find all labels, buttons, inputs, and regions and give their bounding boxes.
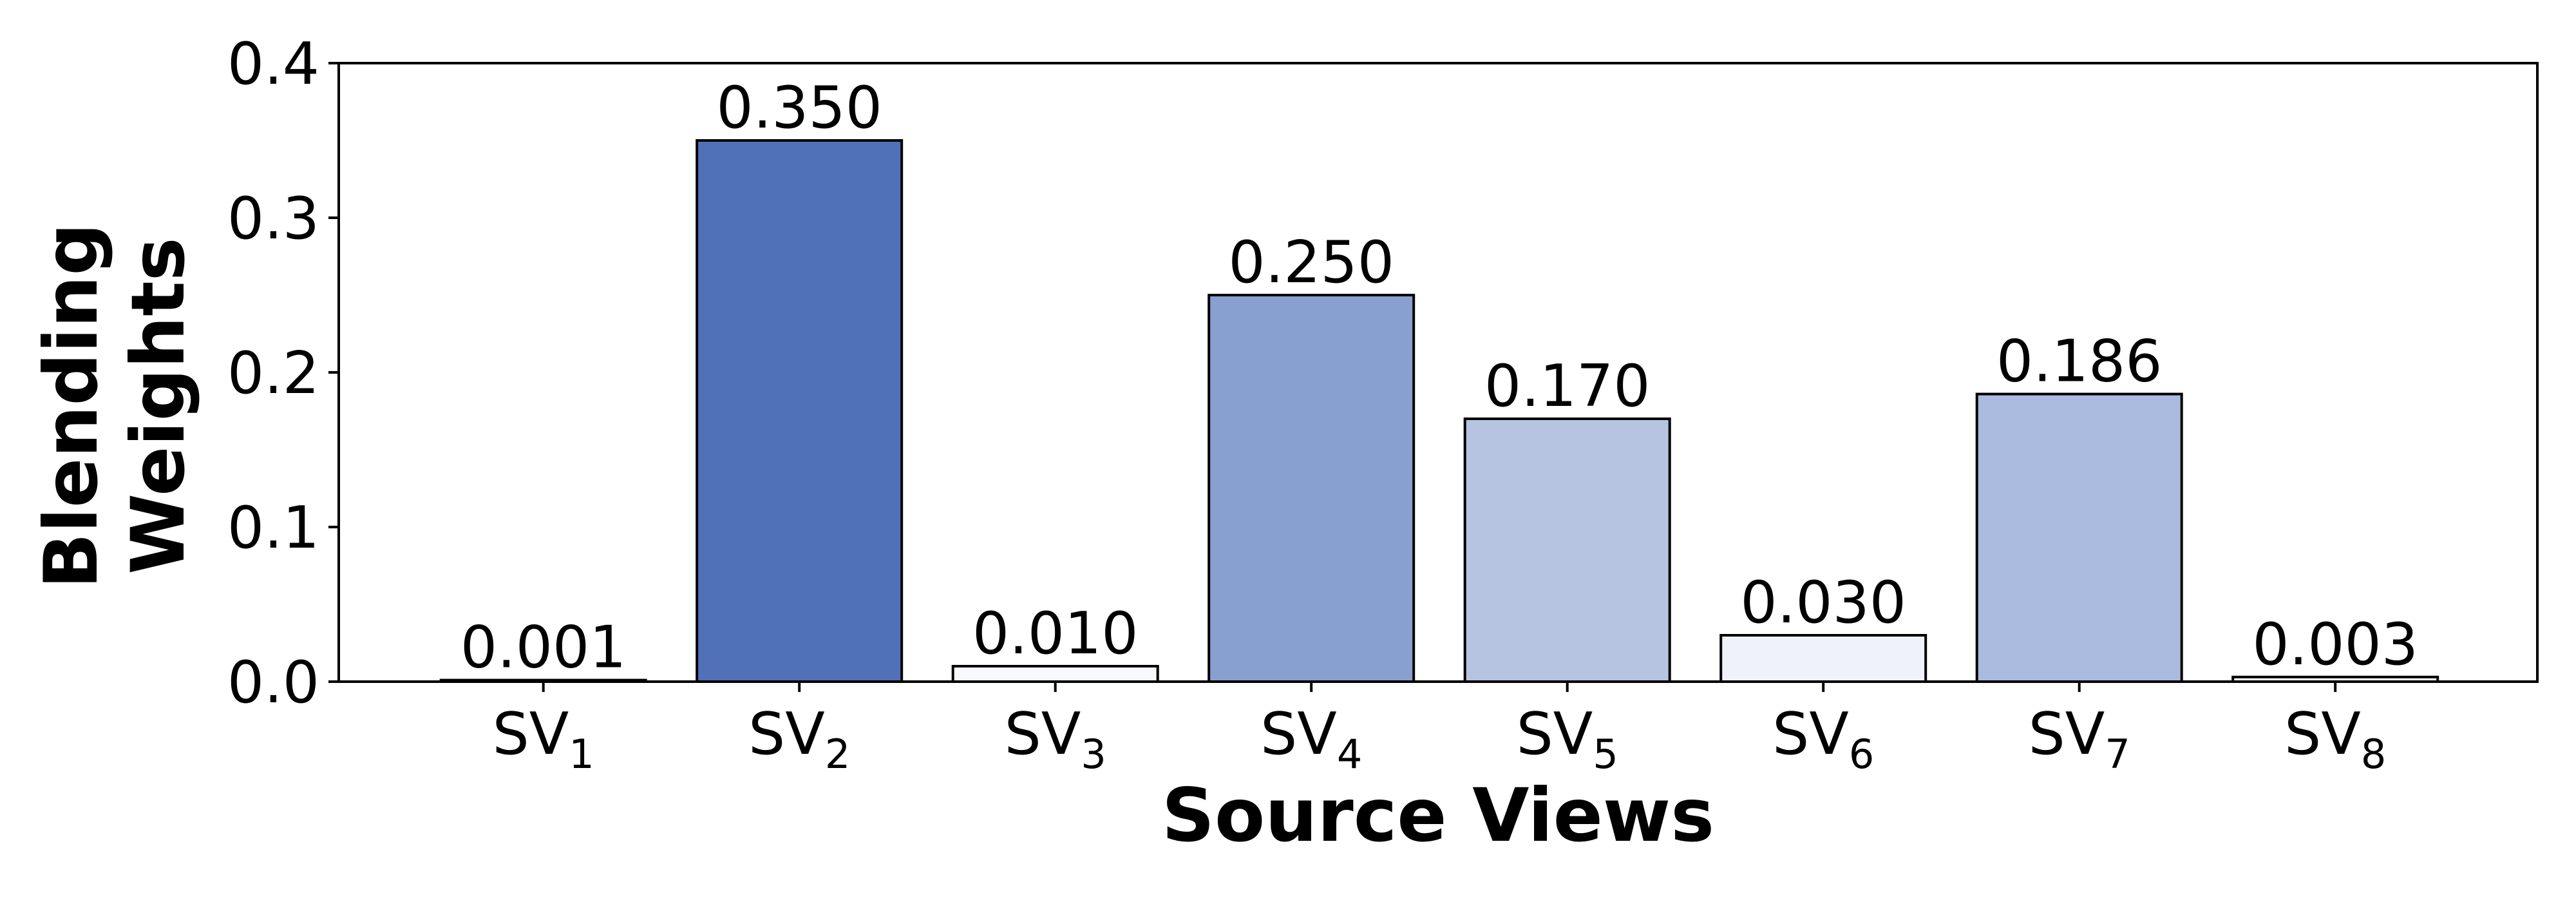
x-tick-label: SV4 [1260,700,1362,778]
y-axis-title-line-2: Weights [115,237,201,574]
bars: 0.001 0.350 0.010 0.250 0.170 0.030 0.186 0.003 [439,74,2439,684]
bar-value-label: 0.250 [1228,229,1394,296]
bar-6 [1719,634,1927,683]
bar-value-label: 0.030 [1740,569,1906,637]
y-tick-label: 0.1 [227,494,319,562]
y-axis-title: Blending Weights [28,223,201,589]
bar-value-label: 0.001 [460,614,627,682]
y-tick-label: 0.4 [227,30,319,98]
y-axis-title-line-1: Blending [28,223,114,589]
bar-value-label: 0.010 [972,600,1139,667]
bar-3 [951,665,1159,683]
x-tick-label: SV1 [493,700,594,778]
x-tick-label: SV3 [1005,700,1106,778]
bar-value-label: 0.186 [1996,328,2163,396]
x-tick-label: SV7 [2029,700,2130,778]
bar-2 [696,139,904,683]
x-axis: SV1 SV2 SV3 SV4 SV5 SV6 SV7 SV8 [493,682,2386,778]
y-tick-label: 0.3 [227,185,319,253]
x-tick-label: SV6 [1772,700,1874,778]
bar-7 [1975,392,2183,683]
bar-5 [1463,417,1671,683]
bar-value-label: 0.350 [716,74,882,142]
x-axis-title: Source Views [1162,772,1714,858]
y-axis: 0.0 0.1 0.2 0.3 0.4 [227,30,339,716]
y-tick-label: 0.0 [227,649,319,716]
x-tick-label: SV2 [748,700,850,778]
x-tick-label: SV8 [2284,700,2386,778]
plot-frame [337,62,2539,683]
y-tick-label: 0.2 [227,340,319,407]
x-tick-label: SV5 [1517,700,1618,778]
bar-4 [1208,294,1416,683]
bar-value-label: 0.170 [1484,352,1651,420]
bar-value-label: 0.003 [2252,611,2418,678]
